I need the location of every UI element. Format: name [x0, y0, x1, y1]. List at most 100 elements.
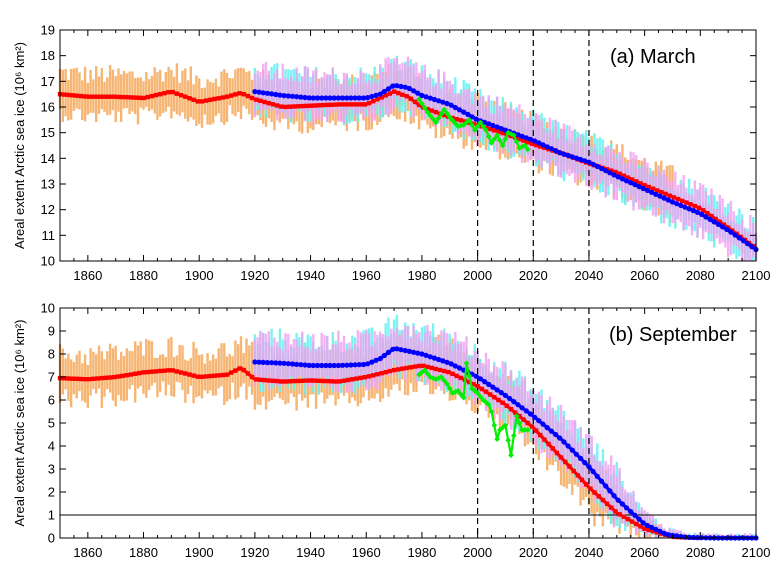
data-point-blue: [473, 116, 479, 122]
spread-bar-pink: [431, 86, 435, 123]
data-point-red: [199, 99, 205, 104]
data-point-blue: [607, 170, 613, 176]
spread-bar-pink: [309, 350, 312, 387]
data-point-red: [66, 92, 71, 98]
spread-bar-pink: [718, 194, 721, 245]
data-point-blue: [436, 356, 442, 363]
data-point-red: [454, 117, 459, 122]
data-point-blue: [569, 154, 575, 160]
spread-bar-pink: [345, 73, 348, 115]
y-tick-label: 3: [48, 462, 55, 477]
spread-bar-pink: [264, 61, 268, 110]
x-tick-label: 1920: [240, 268, 269, 283]
spread-bar-pink: [523, 113, 527, 151]
spread-bar-pink: [568, 419, 571, 459]
spread-bar-orange: [78, 350, 81, 392]
data-point-blue: [327, 362, 333, 369]
spread-bar-pink: [454, 331, 457, 381]
spread-bar-orange: [139, 77, 142, 108]
spread-bar-orange: [209, 81, 212, 125]
spread-bar-orange: [175, 63, 179, 115]
data-point-red: [350, 102, 355, 107]
spread-bar-orange: [97, 345, 101, 389]
data-point-green: [466, 116, 473, 123]
data-point-red: [279, 379, 284, 384]
x-tick-label: 2100: [742, 268, 771, 283]
data-point-blue: [406, 85, 412, 92]
spread-bar-orange: [239, 336, 243, 387]
spread-bar-orange: [314, 358, 318, 409]
spread-bar-pink: [607, 145, 610, 187]
x-tick-label: 1900: [185, 268, 214, 283]
data-point-red: [366, 374, 372, 379]
data-point-red: [99, 375, 104, 381]
data-point-red: [362, 102, 367, 107]
spread-bar-orange: [131, 71, 134, 112]
spread-bar-pink: [615, 158, 618, 201]
data-point-blue: [661, 195, 667, 201]
spread-bar-orange: [139, 341, 142, 387]
spread-bar-orange: [117, 68, 120, 112]
data-point-red: [337, 102, 342, 107]
spread-bar-orange: [128, 71, 131, 114]
data-point-blue: [573, 451, 580, 457]
spread-bar-orange: [156, 357, 159, 398]
spread-bar-pink: [576, 442, 579, 481]
data-point-blue: [340, 95, 346, 101]
spread-bar-orange: [245, 338, 248, 400]
data-point-red: [341, 102, 347, 107]
data-point-red: [266, 378, 271, 383]
spread-bar-pink: [743, 533, 747, 538]
spread-bar-pink: [573, 420, 577, 467]
data-point-red: [709, 213, 714, 219]
data-point-blue: [360, 95, 367, 101]
data-point-red: [483, 389, 489, 394]
data-point-red: [333, 102, 338, 107]
spread-bar-pink: [495, 96, 499, 152]
y-tick-label: 10: [41, 301, 55, 316]
data-point-blue: [611, 172, 617, 178]
data-point-green: [424, 109, 431, 115]
spread-bar-orange: [69, 359, 73, 408]
data-point-red: [721, 222, 727, 227]
data-point-red: [116, 94, 121, 100]
data-point-red: [320, 378, 326, 384]
data-point-blue: [356, 95, 362, 101]
data-point-blue: [519, 405, 525, 411]
data-point-red: [671, 195, 677, 200]
spread-bar-orange: [568, 443, 571, 484]
data-point-red: [333, 379, 338, 384]
spread-bar-pink: [568, 125, 571, 176]
spread-bar-pink: [423, 64, 426, 121]
data-point-green: [494, 132, 500, 139]
data-point-blue: [440, 358, 446, 364]
spread-bar-pink: [434, 84, 437, 127]
data-point-red: [329, 102, 334, 107]
data-point-red: [538, 432, 543, 438]
spread-bar-pink: [426, 77, 429, 110]
spread-bar-orange: [145, 72, 148, 107]
data-point-red: [316, 103, 322, 108]
spread-bar-pink: [253, 73, 257, 118]
data-point-red: [621, 514, 626, 519]
data-point-blue: [285, 93, 291, 99]
data-point-blue: [694, 209, 701, 215]
y-tick-label: 6: [48, 393, 55, 408]
spread-bar-pink: [412, 325, 415, 367]
spread-bar-pink: [752, 223, 755, 257]
data-point-green: [524, 427, 531, 433]
data-point-red: [120, 373, 125, 379]
panel-september: 1860 1880 1900 1920 1940 1960 1980 2000 2020 2040…: [12, 301, 770, 561]
x-tick-label: 1980: [407, 545, 436, 560]
spread-bar-pink: [443, 71, 446, 114]
spread-bar-orange: [153, 67, 156, 114]
spread-bar-orange: [61, 348, 64, 395]
data-point-red: [425, 364, 430, 370]
data-point-green: [449, 117, 456, 124]
data-point-blue: [260, 90, 266, 96]
y-axis-label-september: Areal extent Arctic sea ice (10⁶ km²): [12, 320, 27, 527]
data-point-blue: [494, 387, 500, 393]
data-point-blue: [582, 158, 588, 164]
spread-bar-orange: [86, 364, 89, 408]
data-point-blue: [553, 431, 559, 438]
